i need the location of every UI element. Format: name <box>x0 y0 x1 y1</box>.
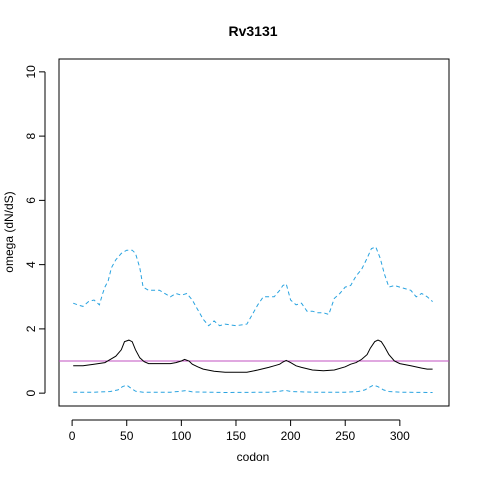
y-axis-label: omega (dN/dS) <box>2 191 16 272</box>
y-tick-label: 2 <box>24 325 38 332</box>
series-line-lower <box>73 384 433 394</box>
x-axis: 0 50 100 150 200 250 300 <box>69 419 410 443</box>
series-line-estimate <box>73 339 433 373</box>
chart-title: Rv3131 <box>228 23 277 39</box>
series-line-upper <box>73 246 433 327</box>
x-tick-label: 150 <box>226 429 246 443</box>
x-tick-label: 0 <box>69 429 76 443</box>
y-tick-label: 4 <box>24 261 38 268</box>
x-tick-label: 100 <box>171 429 191 443</box>
y-tick-label: 6 <box>24 197 38 204</box>
x-axis-label: codon <box>237 450 270 464</box>
x-tick-label: 300 <box>390 429 410 443</box>
x-tick-label: 250 <box>335 429 355 443</box>
plot-area <box>59 246 449 394</box>
x-tick-label: 200 <box>281 429 301 443</box>
x-tick-label: 50 <box>120 429 134 443</box>
y-axis: 0 2 4 6 8 10 <box>24 65 46 396</box>
y-tick-label: 10 <box>24 65 38 79</box>
y-tick-label: 8 <box>24 132 38 139</box>
plot-frame <box>58 58 450 407</box>
y-tick-label: 0 <box>24 389 38 396</box>
